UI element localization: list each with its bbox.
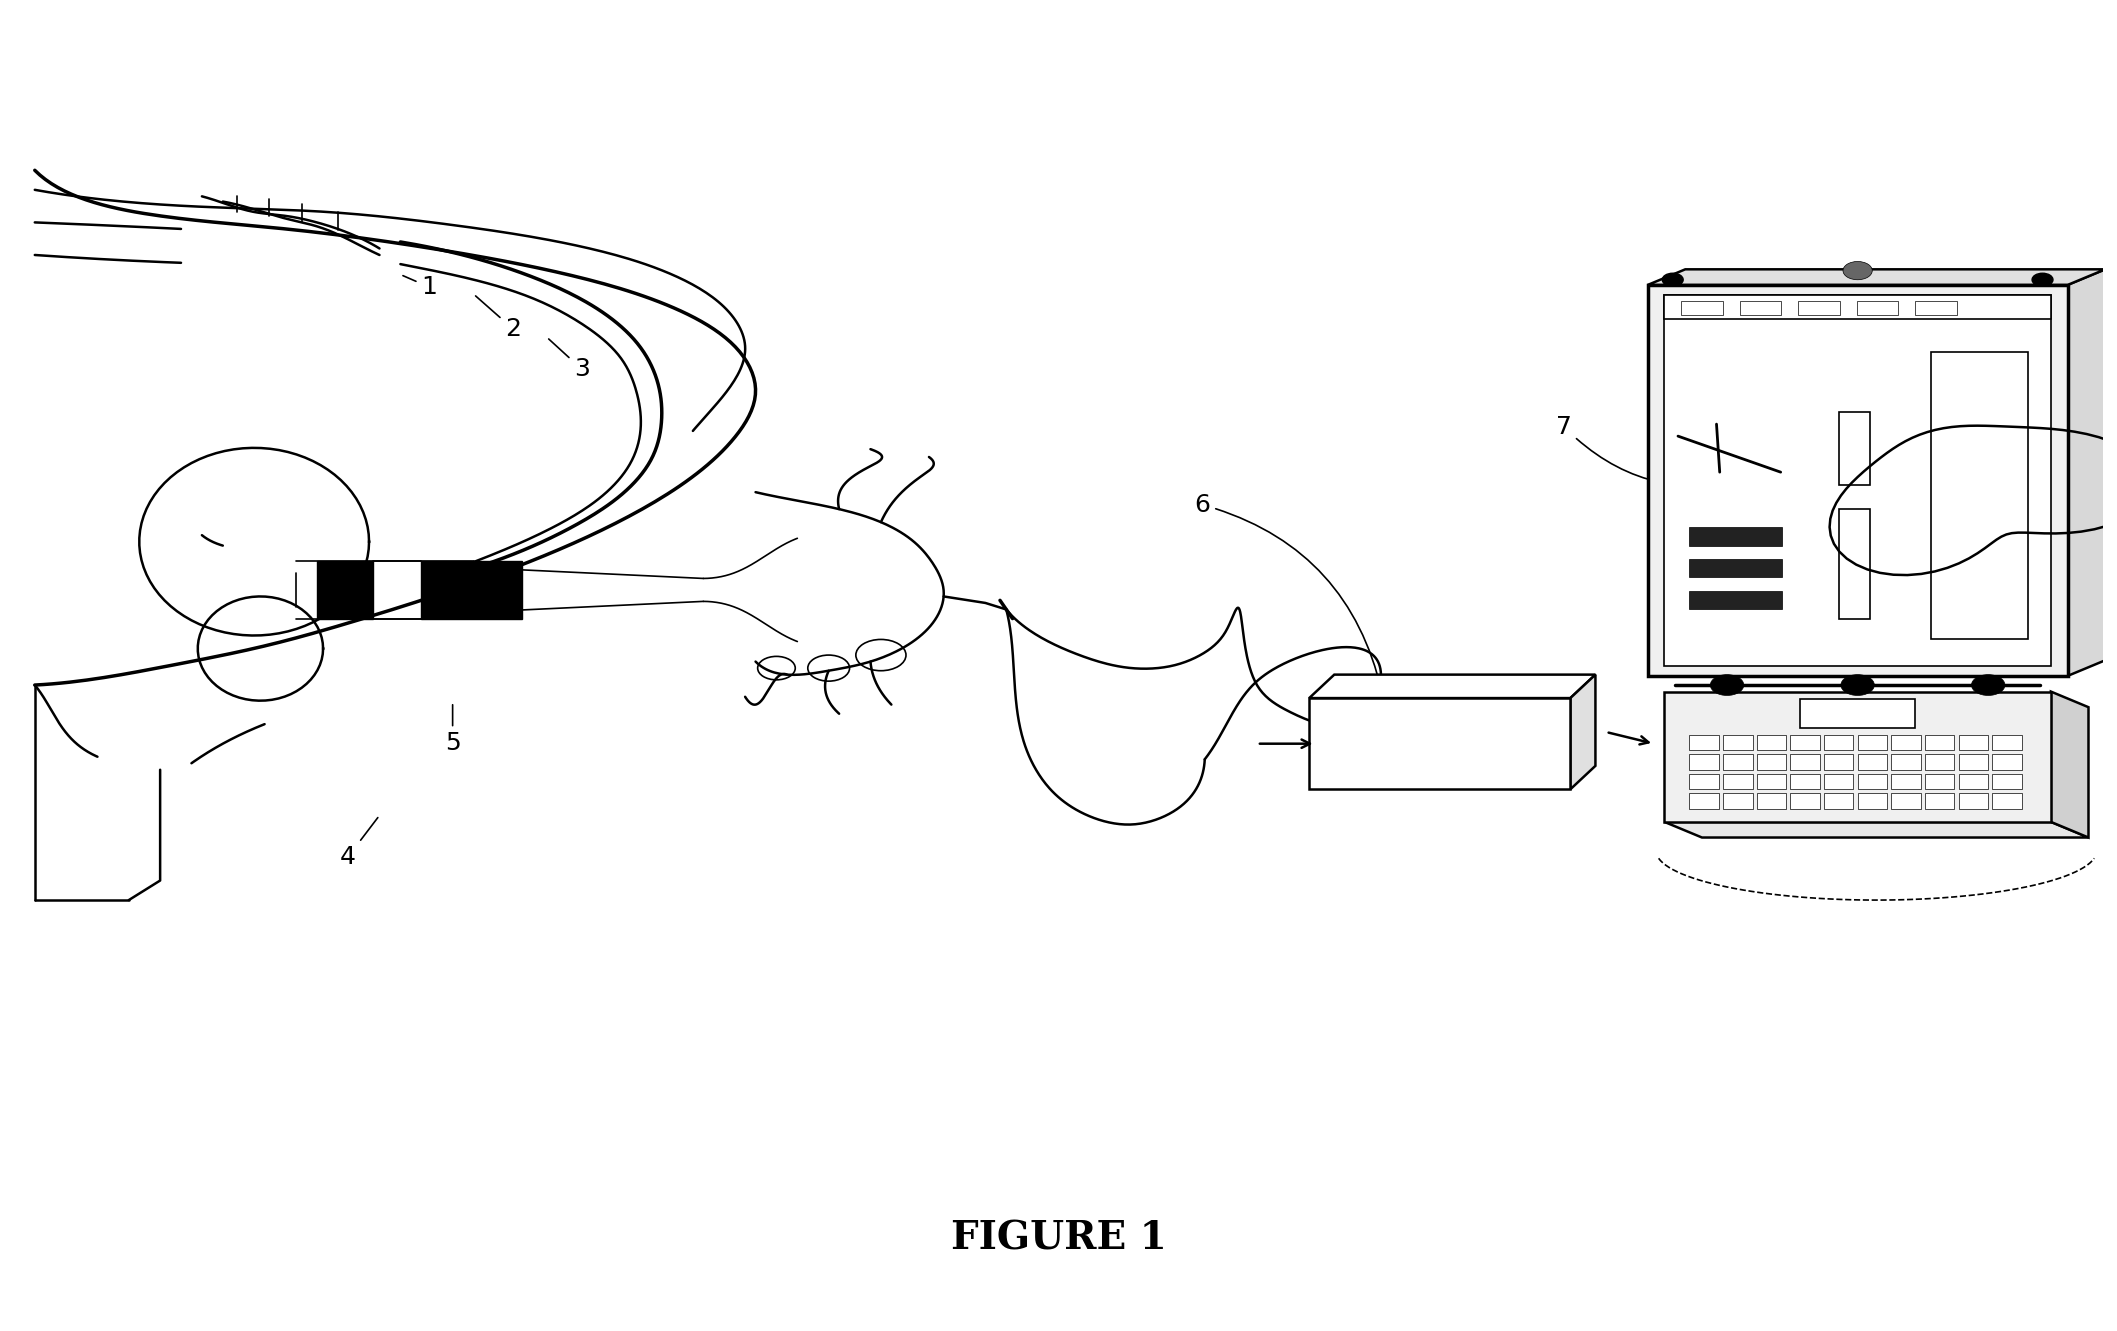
Bar xyxy=(1799,699,1916,728)
Bar xyxy=(1791,773,1821,789)
Polygon shape xyxy=(1647,269,2104,285)
Bar xyxy=(1825,735,1854,751)
Bar xyxy=(1857,735,1886,751)
Bar xyxy=(1992,735,2022,751)
Bar xyxy=(1689,735,1719,751)
Bar xyxy=(1791,755,1821,769)
Bar xyxy=(1689,527,1783,546)
Bar xyxy=(1757,755,1787,769)
Circle shape xyxy=(1842,675,1874,696)
Circle shape xyxy=(2032,273,2053,286)
Bar xyxy=(1797,301,1840,315)
Bar xyxy=(1689,755,1719,769)
Bar xyxy=(1857,301,1899,315)
Bar xyxy=(1664,692,2051,821)
Bar xyxy=(1890,773,1920,789)
Bar xyxy=(1857,773,1886,789)
Bar xyxy=(1958,793,1988,809)
Bar xyxy=(1924,793,1954,809)
Bar xyxy=(1825,793,1854,809)
Bar xyxy=(1723,773,1753,789)
Bar xyxy=(421,562,521,619)
Bar xyxy=(1924,773,1954,789)
Bar xyxy=(1958,755,1988,769)
Polygon shape xyxy=(1308,675,1596,697)
Bar xyxy=(1723,735,1753,751)
Bar xyxy=(1689,591,1783,610)
Bar xyxy=(1840,508,1869,619)
Bar xyxy=(1890,793,1920,809)
Bar xyxy=(1791,735,1821,751)
Polygon shape xyxy=(2051,692,2089,837)
Bar xyxy=(1791,793,1821,809)
Bar xyxy=(1825,755,1854,769)
Bar xyxy=(318,562,373,619)
Text: 2: 2 xyxy=(476,295,521,341)
Circle shape xyxy=(1711,675,1744,696)
Text: 3: 3 xyxy=(548,339,591,381)
Bar xyxy=(1890,735,1920,751)
Bar xyxy=(1689,773,1719,789)
Circle shape xyxy=(1662,273,1683,286)
Bar xyxy=(1689,559,1783,578)
Bar xyxy=(1664,295,2051,319)
Bar xyxy=(1723,755,1753,769)
Bar xyxy=(1992,773,2022,789)
Bar xyxy=(1757,773,1787,789)
Bar xyxy=(1958,773,1988,789)
Bar xyxy=(1723,793,1753,809)
Text: 1: 1 xyxy=(402,276,438,299)
Text: 7: 7 xyxy=(1556,414,1755,486)
Polygon shape xyxy=(1664,821,2089,837)
Text: 5: 5 xyxy=(445,705,462,755)
Bar xyxy=(1825,773,1854,789)
Bar xyxy=(1757,793,1787,809)
Bar xyxy=(1681,301,1723,315)
Circle shape xyxy=(1971,675,2005,696)
Bar xyxy=(1857,793,1886,809)
Bar xyxy=(1840,413,1869,486)
Bar xyxy=(1931,351,2028,639)
Polygon shape xyxy=(1571,675,1596,789)
Bar xyxy=(1992,793,2022,809)
Bar xyxy=(1924,735,1954,751)
Bar xyxy=(1689,793,1719,809)
Bar xyxy=(1916,301,1956,315)
Circle shape xyxy=(1844,261,1871,280)
Bar xyxy=(1664,295,2051,666)
Bar xyxy=(1958,735,1988,751)
Text: 4: 4 xyxy=(341,817,377,869)
Polygon shape xyxy=(2068,269,2104,676)
Bar xyxy=(1857,755,1886,769)
Bar xyxy=(1757,735,1787,751)
Bar xyxy=(1992,755,2022,769)
Bar xyxy=(1740,301,1780,315)
Bar xyxy=(1647,285,2068,676)
Text: 6: 6 xyxy=(1194,492,1382,692)
Bar xyxy=(1924,755,1954,769)
Bar xyxy=(1308,697,1571,789)
Bar xyxy=(1890,755,1920,769)
Text: FIGURE 1: FIGURE 1 xyxy=(951,1221,1166,1258)
